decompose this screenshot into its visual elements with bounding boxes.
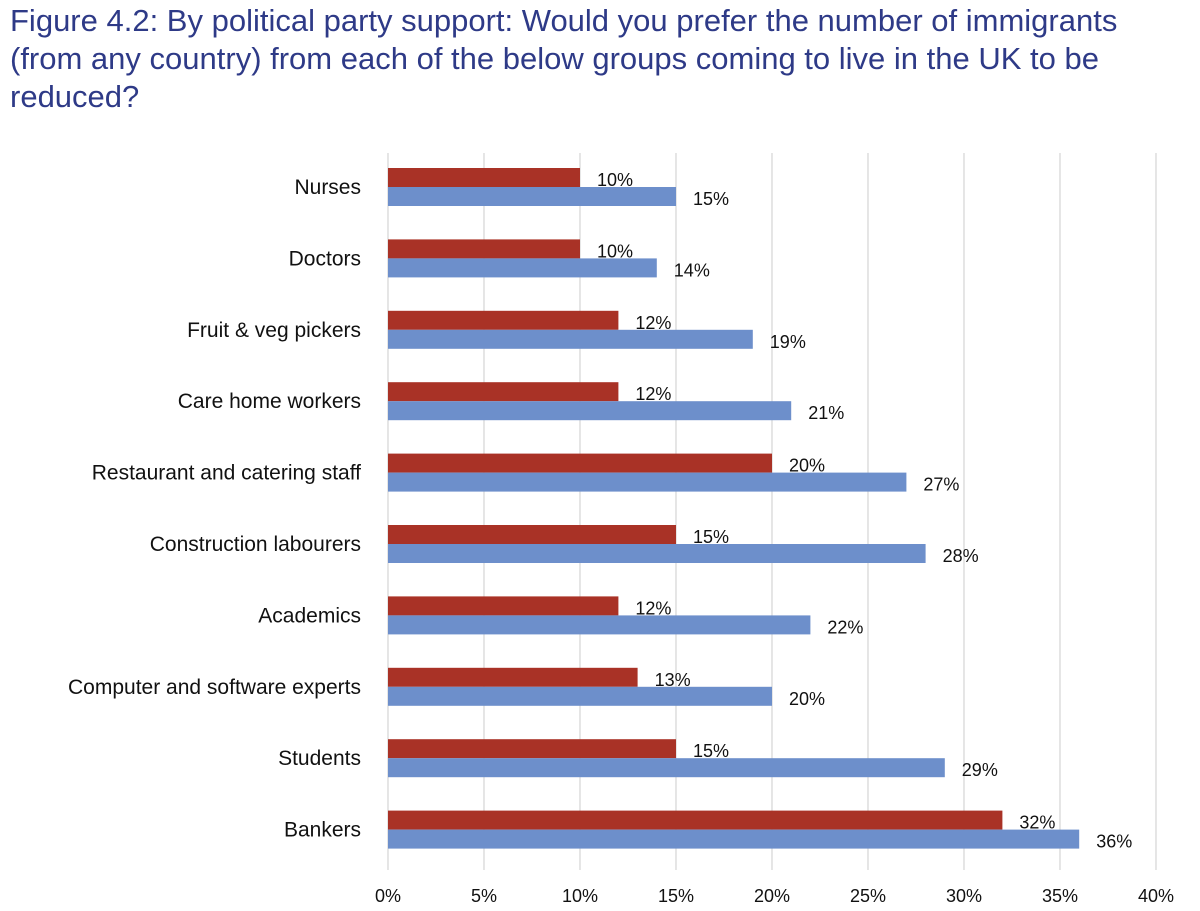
- data-label: 19%: [770, 332, 806, 352]
- category-label: Academics: [258, 604, 361, 627]
- x-tick-label: 5%: [471, 886, 497, 906]
- data-label: 15%: [693, 527, 729, 547]
- bar-series-1: [388, 596, 619, 616]
- x-tick-label: 15%: [658, 886, 694, 906]
- category-labels: Nurses Doctors Fruit & veg pickers Care hom…: [68, 176, 361, 842]
- data-label: 20%: [789, 689, 825, 709]
- bar-series-2: [388, 686, 772, 706]
- bar-series-1: [388, 310, 619, 330]
- data-label: 29%: [962, 760, 998, 780]
- bar-series-2: [388, 401, 792, 421]
- category-label: Fruit & veg pickers: [187, 319, 361, 342]
- bar-series-1: [388, 525, 676, 544]
- bar-series-1: [388, 453, 772, 473]
- data-label: 28%: [943, 546, 979, 566]
- data-label: 10%: [597, 241, 633, 261]
- category-label: Care home workers: [178, 390, 361, 413]
- x-tick-label: 35%: [1042, 886, 1078, 906]
- x-tick-label: 30%: [946, 886, 982, 906]
- bar-series-2: [388, 829, 1080, 849]
- bar-series-2: [388, 615, 811, 635]
- bar-series-1: [388, 810, 1003, 830]
- data-label: 15%: [693, 189, 729, 209]
- category-label: Construction labourers: [150, 533, 361, 556]
- category-label: Restaurant and catering staff: [92, 462, 361, 485]
- category-label: Computer and software experts: [68, 676, 361, 699]
- bar-series-2: [388, 187, 676, 206]
- data-label: 10%: [597, 170, 633, 190]
- bars: [388, 168, 1080, 849]
- x-tick-label: 0%: [375, 886, 401, 906]
- data-label: 32%: [1019, 813, 1055, 833]
- category-label: Bankers: [284, 819, 361, 842]
- data-label: 22%: [827, 617, 863, 637]
- data-label: 20%: [789, 456, 825, 476]
- data-label: 14%: [674, 260, 710, 280]
- category-label: Nurses: [294, 176, 361, 199]
- bar-series-1: [388, 239, 580, 259]
- bar-series-1: [388, 168, 580, 187]
- chart-title: Figure 4.2: By political party support: …: [10, 3, 1118, 114]
- bar-series-2: [388, 472, 907, 492]
- category-label: Students: [278, 747, 361, 770]
- bar-series-2: [388, 544, 926, 563]
- value-labels: 10% 15% 10% 14% 12% 19% 12% 21% 20% 27% 15% 28% 12% 2…: [597, 170, 1132, 852]
- data-label: 27%: [923, 475, 959, 495]
- bar-series-1: [388, 667, 638, 687]
- data-label: 36%: [1096, 832, 1132, 852]
- x-axis-tick-labels: 0% 5% 10% 15% 20% 25% 30% 35% 40%: [375, 886, 1174, 906]
- data-label: 12%: [635, 313, 671, 333]
- bar-series-2: [388, 258, 657, 278]
- x-tick-label: 40%: [1138, 886, 1174, 906]
- data-label: 21%: [808, 403, 844, 423]
- data-label: 12%: [635, 384, 671, 404]
- bar-series-2: [388, 758, 945, 778]
- bar-series-1: [388, 739, 676, 759]
- data-label: 12%: [635, 598, 671, 618]
- x-tick-label: 20%: [754, 886, 790, 906]
- bar-series-1: [388, 382, 619, 402]
- x-tick-label: 25%: [850, 886, 886, 906]
- data-label: 13%: [655, 670, 691, 690]
- data-label: 15%: [693, 741, 729, 761]
- bar-series-2: [388, 329, 753, 349]
- category-label: Doctors: [289, 247, 361, 270]
- x-tick-label: 10%: [562, 886, 598, 906]
